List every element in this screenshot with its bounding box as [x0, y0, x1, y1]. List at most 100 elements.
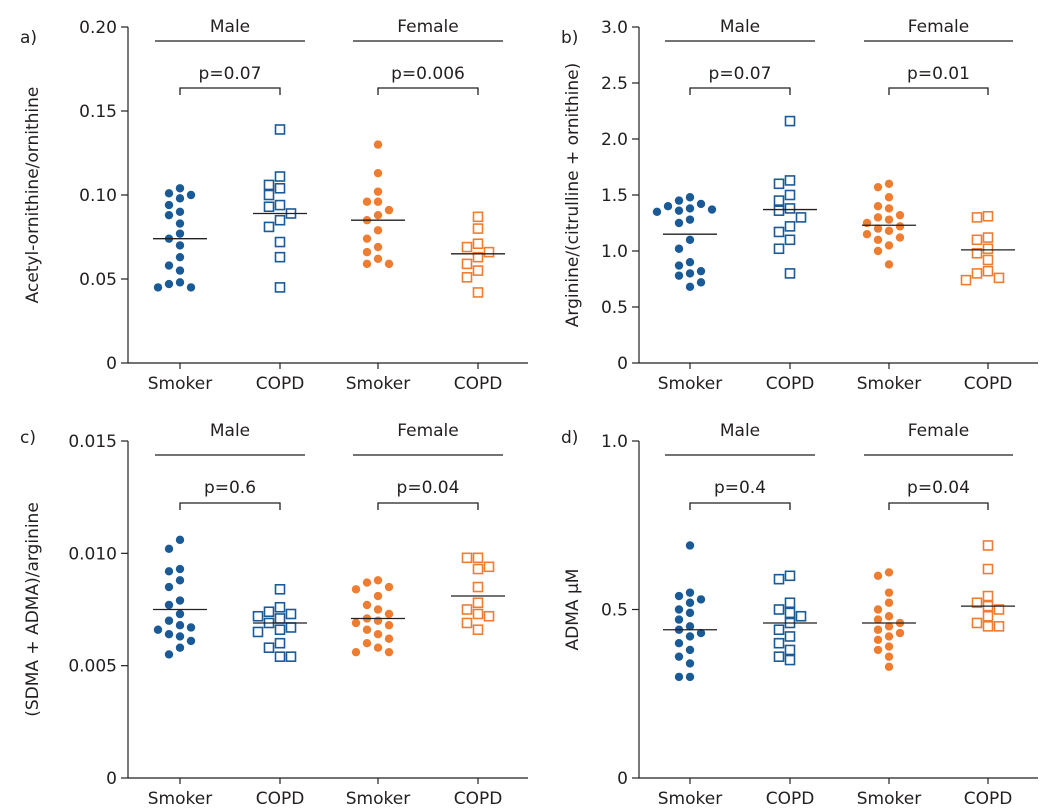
data-point [274, 214, 286, 226]
data-point [674, 672, 684, 682]
data-point [175, 609, 185, 619]
panel-letter: a) [20, 28, 37, 48]
x-category-label: Smoker [346, 789, 410, 809]
data-point [873, 571, 883, 580]
data-point [164, 582, 174, 592]
data-point [663, 202, 673, 211]
data-point [274, 583, 286, 595]
data-point [373, 630, 383, 639]
series-female-smoker [351, 140, 405, 269]
data-point [773, 178, 785, 190]
data-point [362, 234, 372, 243]
p-value-label: p=0.04 [397, 478, 460, 498]
data-point [384, 634, 394, 643]
data-point [884, 588, 894, 597]
data-point [784, 234, 796, 246]
group-label: Male [210, 17, 250, 37]
data-point [982, 610, 994, 622]
data-point [362, 639, 372, 648]
data-point [884, 226, 894, 236]
data-point [373, 197, 383, 206]
data-point [483, 561, 495, 573]
y-tick-label: 1.0 [601, 432, 628, 452]
data-point [884, 612, 894, 621]
y-tick-label: 0 [106, 354, 117, 374]
group-label: Male [210, 421, 250, 441]
series-male-copd [253, 124, 307, 293]
series-male-copd [763, 570, 817, 666]
data-point [784, 570, 796, 582]
data-point [263, 642, 275, 653]
data-point [884, 179, 894, 188]
data-point [186, 283, 196, 292]
data-point [873, 182, 883, 192]
data-point [373, 226, 383, 235]
data-point [696, 628, 706, 638]
data-point [175, 266, 185, 275]
data-point [472, 581, 484, 593]
data-point [784, 175, 796, 186]
data-point [773, 637, 785, 649]
data-point [862, 230, 872, 239]
data-point [773, 651, 785, 662]
data-point [971, 212, 983, 223]
data-point [175, 219, 185, 228]
data-point [362, 625, 372, 634]
data-point [164, 600, 174, 610]
data-point [164, 261, 174, 270]
x-category-label: Smoker [658, 789, 722, 809]
series-male-smoker [663, 541, 717, 682]
data-point [993, 272, 1005, 284]
data-point [784, 644, 796, 656]
data-point [285, 608, 297, 620]
x-category-label: COPD [256, 789, 305, 809]
p-value-bracket [179, 502, 281, 510]
data-point [773, 604, 785, 615]
data-point [685, 608, 695, 618]
data-point [685, 215, 695, 224]
series-female-copd [961, 540, 1015, 632]
data-point [164, 567, 174, 576]
y-tick-label: 2.5 [601, 74, 628, 94]
data-point [982, 243, 994, 255]
data-point [784, 221, 796, 232]
data-point [884, 568, 894, 577]
data-point [773, 195, 785, 206]
y-tick-label: 0 [617, 769, 628, 789]
series-male-smoker [153, 184, 207, 292]
p-value-bracket [377, 87, 479, 95]
y-axis-title: Acetyl-ornithine/ornithine [23, 87, 43, 304]
p-value-bracket [689, 87, 791, 95]
data-point [175, 278, 185, 287]
data-point [153, 283, 163, 292]
data-point [873, 635, 883, 645]
data-point [373, 242, 383, 252]
data-point [164, 189, 174, 198]
data-point [873, 615, 883, 624]
data-point [351, 618, 361, 628]
data-point [982, 621, 994, 632]
data-point [164, 630, 174, 639]
data-point [674, 196, 684, 205]
panel-letter: b) [561, 28, 578, 48]
group-label: Female [397, 421, 458, 441]
x-category-label: Smoker [148, 374, 212, 394]
data-point [685, 598, 695, 607]
data-point [895, 222, 905, 231]
data-point [884, 193, 894, 202]
data-point [263, 189, 275, 201]
data-point [472, 287, 484, 298]
series-male-copd [763, 115, 817, 279]
p-value-label: p=0.6 [204, 478, 256, 498]
data-point [384, 205, 394, 215]
data-point [472, 552, 484, 564]
data-point [784, 268, 796, 279]
data-point [175, 194, 185, 203]
group-label: Female [908, 421, 969, 441]
data-point [696, 595, 706, 604]
data-point [685, 282, 695, 292]
data-point [674, 218, 684, 228]
x-category-label: Smoker [658, 374, 722, 394]
series-female-smoker [862, 179, 916, 269]
data-point [175, 184, 185, 193]
